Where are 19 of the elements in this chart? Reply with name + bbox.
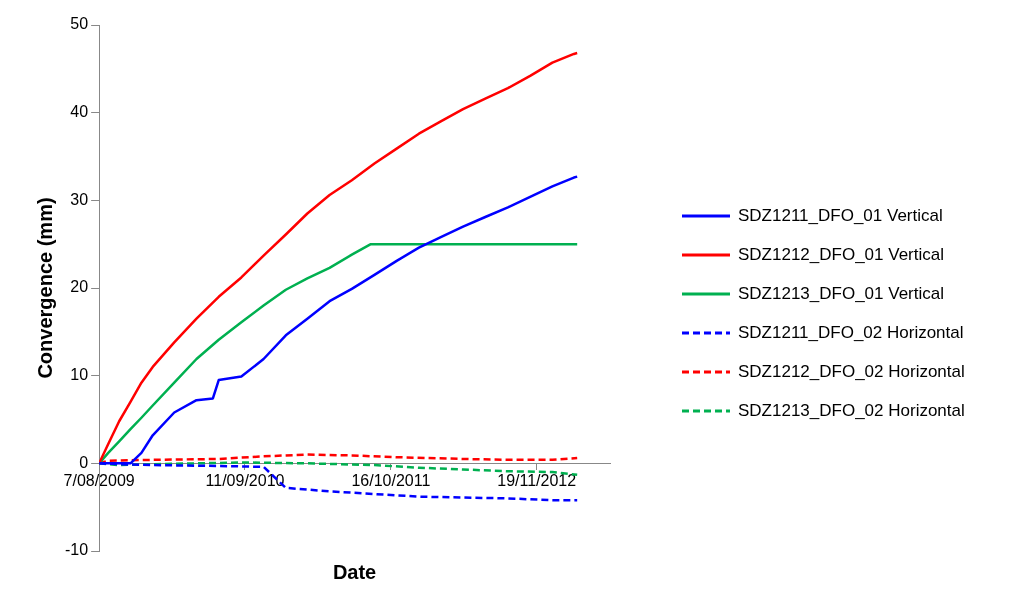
y-tick-label: 0 [79, 453, 89, 471]
y-tick-label: 50 [70, 15, 89, 33]
x-tick-label: 19/11/2012 [497, 472, 577, 490]
x-tick-label: 16/10/2011 [351, 472, 431, 490]
legend-label: SDZ1213_DFO_02 Horizontal [738, 400, 965, 421]
legend-label: SDZ1211_DFO_02 Horizontal [738, 322, 964, 343]
y-tick-label: -10 [65, 541, 89, 559]
y-tick-label: 40 [70, 103, 89, 121]
legend-label: SDZ1213_DFO_01 Vertical [738, 283, 944, 304]
y-tick-label: 10 [70, 366, 89, 384]
y-axis-title: Convergence (mm) [33, 197, 56, 379]
legend-label: SDZ1212_DFO_02 Horizontal [738, 361, 965, 382]
x-tick-label: 11/09/2010 [205, 472, 285, 490]
legend-label: SDZ1211_DFO_01 Vertical [738, 205, 943, 226]
y-tick-label: 30 [70, 190, 89, 208]
x-axis-title: Date [332, 560, 377, 583]
x-tick-label: 7/08/2009 [63, 472, 135, 490]
legend-label: SDZ1212_DFO_01 Vertical [738, 244, 944, 265]
y-tick-label: 20 [70, 278, 89, 296]
